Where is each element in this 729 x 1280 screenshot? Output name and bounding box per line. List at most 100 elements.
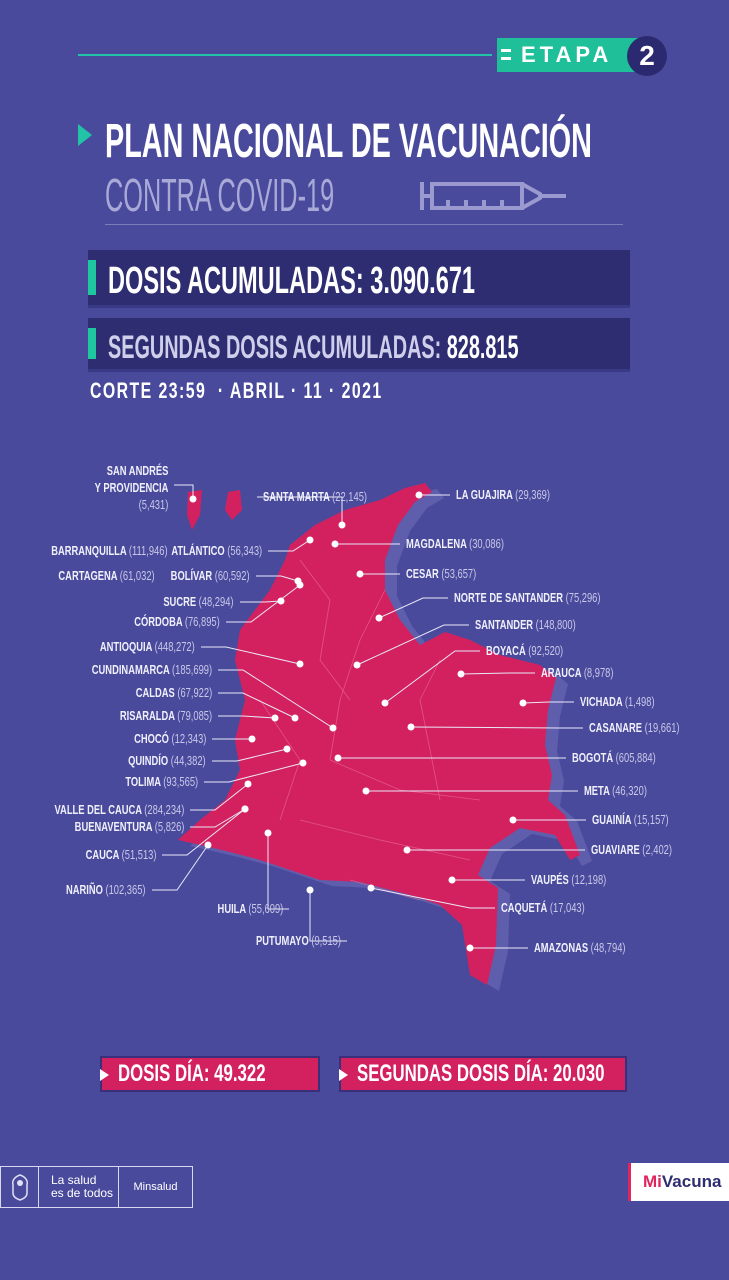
coat-of-arms-icon (11, 1174, 28, 1201)
region-value: (15,157) (633, 812, 669, 827)
stage-badge: ETAPA (497, 38, 647, 72)
department-border (349, 879, 421, 901)
region-label: CARTAGENA (61,032) (21, 569, 155, 583)
region-label: VAUPÉS (12,198) (531, 873, 636, 887)
region-value: (19,661) (644, 720, 680, 735)
leader-line (218, 715, 276, 719)
play-arrow-icon (339, 1069, 348, 1081)
region-value: (111,946) (129, 543, 168, 558)
region-value: (76,895) (185, 614, 220, 629)
region-label: CAQUETÁ (17,043) (501, 901, 617, 915)
region-value: (8,978) (583, 665, 614, 680)
department-border (329, 759, 481, 801)
header-divider (78, 54, 492, 56)
region-marker (334, 754, 342, 762)
region-marker (375, 614, 383, 622)
region-name: BOGOTÁ (572, 750, 616, 765)
slogan-line2: es de todos (51, 1186, 114, 1200)
department-border (419, 659, 441, 801)
syringe-icon (420, 182, 566, 210)
region-value: (1,498) (624, 694, 655, 709)
region-name: NORTE DE SANTANDER (454, 590, 566, 605)
region-marker (296, 660, 304, 668)
region-label: ANTIOQUIA (448,272) (63, 640, 195, 654)
region-label: META (46,320) (584, 784, 671, 798)
region-name: CALDAS (135, 685, 178, 700)
region-name: BOYACÁ (486, 643, 529, 658)
department-border (299, 819, 471, 861)
slogan-line1: La salud (51, 1173, 97, 1187)
page-title: PLAN NACIONAL DE VACUNACIÓN (105, 115, 592, 168)
region-value: (55,609) (248, 901, 283, 916)
region-marker (356, 570, 364, 578)
region-marker (296, 581, 304, 589)
region-value: (56,343) (227, 543, 262, 558)
region-label: CHOCÓ (12,343) (106, 732, 206, 746)
leader-line (309, 890, 347, 942)
second-doses-panel: SEGUNDAS DOSIS ACUMULADAS: 828.815 (88, 318, 630, 372)
daily-doses-box: DOSIS DÍA: 49.322 (100, 1056, 320, 1092)
region-marker (362, 787, 370, 795)
region-value: (79,085) (177, 708, 212, 723)
region-label: RISARALDA (79,085) (84, 709, 212, 723)
region-name: HUILA (217, 901, 249, 916)
page-subtitle: CONTRA COVID-19 (105, 169, 335, 221)
region-label: GUAVIARE (2,402) (591, 843, 703, 857)
region-marker (457, 670, 465, 678)
region-name: PUTUMAYO (256, 933, 312, 948)
region-name: SAN ANDRÉS Y PROVIDENCIA (94, 463, 168, 495)
region-label: SAN ANDRÉS Y PROVIDENCIA (5,431) (66, 462, 168, 513)
leader-line (162, 808, 246, 856)
region-label: PUTUMAYO (9,515) (223, 934, 341, 948)
cumulative-doses-label: DOSIS ACUMULADAS: (108, 260, 364, 302)
region-value: (12,343) (171, 731, 206, 746)
region-value: (22,145) (332, 489, 368, 504)
region-name: SANTANDER (475, 617, 536, 632)
leader-line (174, 484, 194, 499)
region-marker (519, 699, 527, 707)
region-marker (299, 759, 307, 767)
region-label: NARIÑO (102,365) (35, 883, 146, 897)
region-label: HUILA (55,609) (192, 902, 283, 916)
region-value: (9,515) (311, 933, 341, 948)
region-label: NORTE DE SANTANDER (75,296) (454, 591, 657, 605)
region-label: TOLIMA (93,565) (97, 775, 198, 789)
region-name: NARIÑO (66, 882, 106, 897)
region-marker (204, 841, 212, 849)
leader-line (218, 692, 296, 719)
region-label: VICHADA (1,498) (580, 695, 684, 709)
region-name: BUENAVENTURA (74, 819, 155, 834)
leader-line (257, 496, 343, 525)
region-name: ATLÁNTICO (171, 543, 228, 558)
region-name: CAQUETÁ (501, 900, 550, 915)
region-name: RISARALDA (119, 708, 178, 723)
leader-line (152, 844, 209, 891)
region-label: CASANARE (19,661) (589, 721, 715, 735)
region-value: (605,884) (615, 750, 656, 765)
government-logo: La salud es de todos Minsalud (0, 1166, 193, 1208)
region-value: (53,657) (441, 566, 477, 581)
mainland-shape (178, 483, 580, 985)
department-border (299, 559, 351, 701)
region-marker (271, 714, 279, 722)
region-marker (291, 714, 299, 722)
region-name: GUAVIARE (591, 842, 643, 857)
region-marker (283, 745, 291, 753)
daily-second-doses-label: SEGUNDAS DOSIS DÍA: (357, 1060, 549, 1087)
play-arrow-icon (78, 124, 92, 146)
region-label: AMAZONAS (48,794) (534, 941, 661, 955)
providencia-island (225, 490, 242, 520)
region-name: CARTAGENA (58, 568, 121, 583)
region-name: SANTA MARTA (263, 489, 333, 504)
region-value: (17,043) (549, 900, 585, 915)
daily-doses-label: DOSIS DÍA: (118, 1060, 210, 1087)
colombia-map (152, 483, 592, 991)
region-label: BUENAVENTURA (5,826) (32, 820, 184, 834)
region-value: (448,272) (154, 639, 195, 654)
daily-second-doses-box: SEGUNDAS DOSIS DÍA: 20.030 (339, 1056, 627, 1092)
region-marker (244, 780, 252, 788)
region-marker (381, 699, 389, 707)
region-name: BARRANQUILLA (51, 543, 130, 558)
region-value: (30,086) (469, 536, 504, 551)
leader-line (201, 646, 301, 665)
